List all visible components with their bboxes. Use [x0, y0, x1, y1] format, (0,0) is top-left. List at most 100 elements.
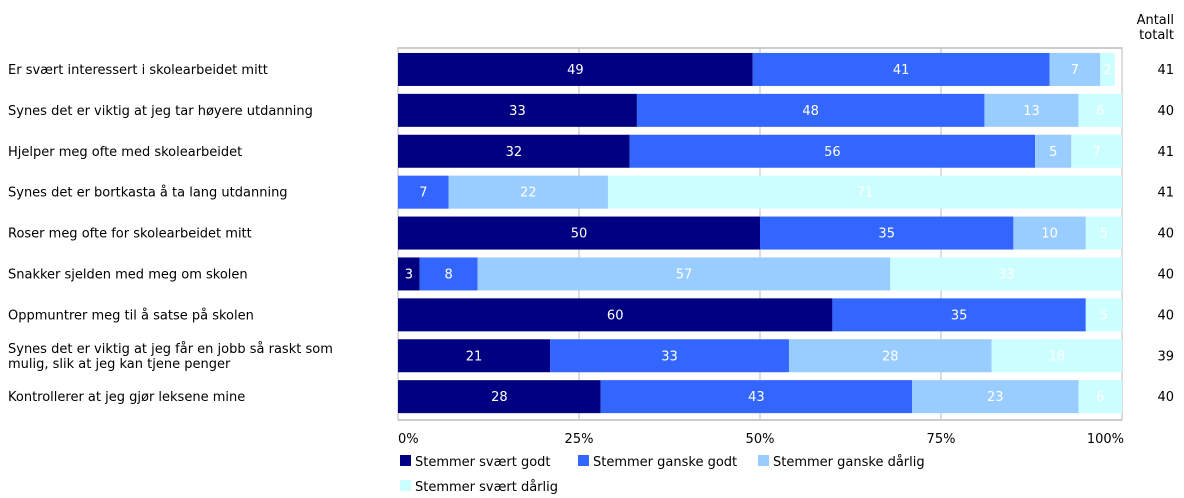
x-tick-label: 0% — [398, 432, 419, 447]
data-label: 43 — [748, 390, 765, 405]
data-label: 7 — [1093, 145, 1101, 160]
bar-segment — [752, 52, 1050, 86]
bar-segment — [788, 339, 992, 373]
legend-swatch — [758, 455, 769, 466]
bar-segment — [1078, 380, 1122, 414]
data-label: 22 — [520, 186, 537, 201]
bar-segment — [1085, 298, 1122, 332]
data-label: 71 — [857, 186, 874, 201]
bar-segment — [912, 380, 1079, 414]
total-value: 40 — [1157, 227, 1174, 242]
data-label: 35 — [878, 227, 895, 242]
bar-segment — [398, 93, 637, 127]
total-value: 41 — [1157, 186, 1174, 201]
bar-segment — [890, 257, 1122, 291]
bar-segment — [398, 52, 753, 86]
bar-segment — [398, 298, 833, 332]
category-label: Synes det er viktig at jeg tar høyere ut… — [8, 104, 313, 119]
category-label: Er svært interessert i skolearbeidet mit… — [8, 63, 268, 78]
bar-segment — [760, 216, 1014, 250]
category-label: Oppmuntrer meg til å satse på skolen — [8, 308, 254, 323]
data-label: 5 — [1100, 308, 1108, 323]
bar-segment — [600, 380, 913, 414]
bar-segment — [477, 257, 891, 291]
total-value: 40 — [1157, 267, 1174, 282]
data-label: 13 — [1023, 104, 1040, 119]
total-value: 40 — [1157, 308, 1174, 323]
bar-segment — [398, 339, 551, 373]
x-tick-label: 25% — [565, 432, 594, 447]
legend-label: Stemmer ganske dårlig — [773, 455, 925, 470]
bar-segment — [984, 93, 1079, 127]
bar-segment — [419, 257, 478, 291]
legend-swatch — [400, 455, 411, 466]
bar-segment — [1049, 52, 1101, 86]
data-label: 10 — [1041, 227, 1058, 242]
bar-segment — [550, 339, 789, 373]
data-label: 56 — [824, 145, 841, 160]
data-label: 8 — [445, 267, 453, 282]
x-tick-label: 100% — [1087, 432, 1124, 447]
bar-segment — [1035, 134, 1072, 168]
total-value: 39 — [1157, 349, 1174, 364]
bar-segment — [1013, 216, 1086, 250]
bar-segment — [991, 339, 1122, 373]
data-label: 35 — [951, 308, 968, 323]
category-label: Kontrollerer at jeg gjør leksene mine — [8, 390, 245, 405]
data-label: 28 — [882, 349, 899, 364]
data-label: 5 — [1049, 145, 1057, 160]
data-label: 2 — [1103, 63, 1111, 78]
bar-segment — [398, 257, 420, 291]
data-label: 48 — [802, 104, 819, 119]
bar-segment — [636, 93, 985, 127]
bar-segment — [1100, 52, 1115, 86]
legend-label: Stemmer svært godt — [415, 455, 551, 470]
data-label: 32 — [506, 145, 523, 160]
x-tick-label: 75% — [927, 432, 956, 447]
data-label: 23 — [987, 390, 1004, 405]
bar-segment — [1085, 216, 1122, 250]
data-label: 6 — [1096, 390, 1104, 405]
bar-segment — [398, 216, 760, 250]
legend-label: Stemmer ganske godt — [593, 455, 737, 470]
data-label: 7 — [1071, 63, 1079, 78]
data-label: 41 — [893, 63, 910, 78]
bar-segment — [1078, 93, 1122, 127]
bar-segment — [832, 298, 1086, 332]
bar-segment — [398, 380, 601, 414]
data-label: 49 — [567, 63, 584, 78]
data-label: 18 — [1049, 349, 1066, 364]
data-label: 33 — [661, 349, 678, 364]
category-label: Snakker sjelden med meg om skolen — [8, 267, 248, 282]
category-label: Hjelper meg ofte med skolearbeidet — [8, 145, 242, 160]
total-value: 41 — [1157, 63, 1174, 78]
data-label: 50 — [571, 227, 588, 242]
category-label: Roser meg ofte for skolearbeidet mitt — [8, 227, 252, 242]
data-label: 33 — [998, 267, 1015, 282]
category-label: Synes det er viktig at jeg får en jobb s… — [8, 342, 333, 357]
data-label: 3 — [405, 267, 413, 282]
data-label: 57 — [676, 267, 693, 282]
bar-segment — [1071, 134, 1122, 168]
data-label: 7 — [419, 186, 427, 201]
data-label: 5 — [1100, 227, 1108, 242]
total-value: 40 — [1157, 104, 1174, 119]
data-label: 21 — [466, 349, 483, 364]
bar-segment — [607, 175, 1122, 209]
x-tick-label: 50% — [746, 432, 775, 447]
total-value: 40 — [1157, 390, 1174, 405]
data-label: 60 — [607, 308, 624, 323]
legend-label: Stemmer svært dårlig — [415, 480, 558, 495]
totals-header: Antall — [1137, 13, 1174, 28]
data-label: 6 — [1096, 104, 1104, 119]
totals-header: totalt — [1139, 28, 1174, 43]
legend-swatch — [578, 455, 589, 466]
data-label: 33 — [509, 104, 526, 119]
bar-segment — [398, 134, 630, 168]
total-value: 41 — [1157, 145, 1174, 160]
bar-segment — [448, 175, 608, 209]
legend-swatch — [400, 480, 411, 491]
bar-segment — [398, 175, 449, 209]
data-label: 28 — [491, 390, 508, 405]
